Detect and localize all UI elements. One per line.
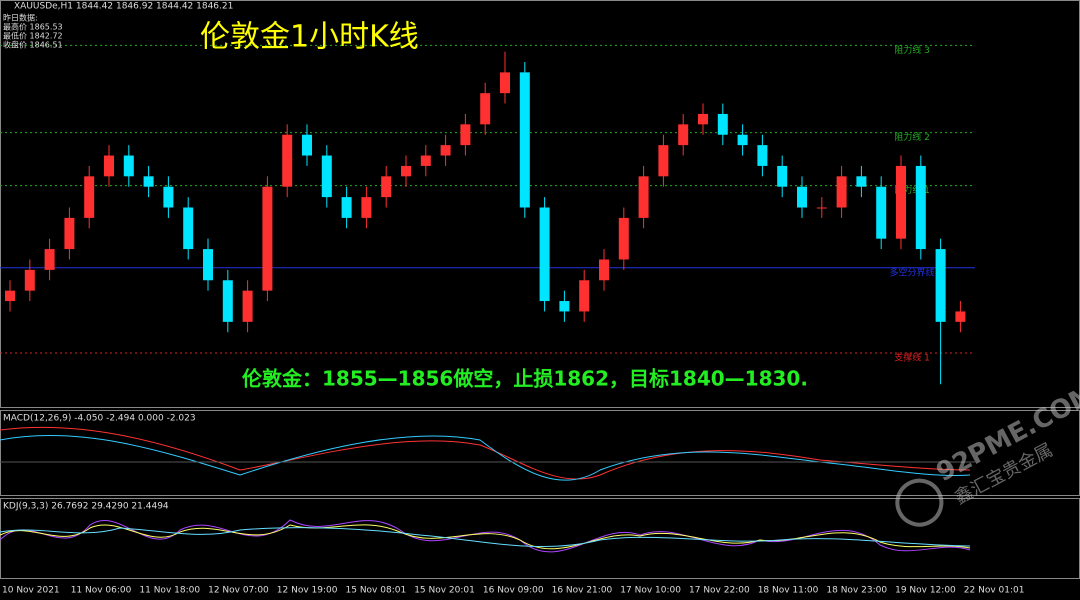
candle-body [460,124,471,146]
time-label: 22 Nov 01:01 [964,586,1025,596]
info: 收盘价 1846.51 [3,40,63,50]
info: 昨日数据: [3,13,38,23]
candle-body [500,72,510,94]
time-label: 17 Nov 22:00 [689,586,750,596]
candle-body [104,155,114,177]
candle-body [737,134,748,146]
time-label: 16 Nov 09:00 [483,586,544,596]
time-label: 11 Nov 06:00 [71,586,132,596]
candle-body [896,165,906,239]
time-label: 16 Nov 21:00 [552,586,613,596]
level-label: 阻力线 3 [894,44,930,56]
candle-body [856,176,867,187]
candle-body [618,217,629,260]
candle-body [876,186,887,239]
candle-body [24,269,35,291]
time-label: 18 Nov 23:00 [826,586,887,596]
candle-body [64,217,75,250]
candle-body [797,186,807,208]
time-axis: 10 Nov 2021 11 Nov 06:00 11 Nov 18:00 12 No… [2,586,1024,596]
level-label: 阻力线 2 [894,131,930,143]
symbol-header: XAUUSDe,H1 1844.42 1846.92 1844.42 1846.… [14,2,233,12]
level-label: 支撑线 1 [894,352,930,364]
candle-body [5,290,15,302]
candle-body [836,176,847,208]
candle-body [935,249,946,322]
time-label: 15 Nov 20:01 [414,586,475,596]
macd-signal [0,426,971,480]
kdj-label: KDJ(9,3,3) 26.7692 29.4290 21.4494 [3,502,169,512]
candle-body [401,165,411,177]
info: 最低价 1842.72 [3,31,63,41]
candle-body [816,207,827,209]
candle-body [222,280,233,322]
watermark-logo [895,478,944,527]
candle-body [361,197,372,218]
time-label: 12 Nov 19:00 [277,586,338,596]
candle-body [777,165,788,187]
macd-label: MACD(12,26,9) -4.050 -2.494 0.000 -2.023 [3,414,196,424]
candle-body [183,207,194,250]
time-label: 11 Nov 18:00 [139,586,200,596]
candle-body [955,311,966,322]
candle-body [678,124,689,146]
candle-body [123,155,134,177]
candle-body [143,176,154,187]
chart-title: 伦敦金1小时K线 [200,20,419,55]
candle-body [757,145,768,166]
time-label: 10 Nov 2021 [2,586,60,596]
kdj-d [0,527,971,547]
time-label: 17 Nov 10:00 [620,586,681,596]
candle-body [381,176,392,198]
candle-body [262,186,273,291]
time-label: 15 Nov 08:01 [346,586,407,596]
candle-body [559,301,570,312]
candle-body [480,93,491,125]
candle-body [440,145,451,156]
candle-body [44,249,55,270]
candle-body [599,259,609,281]
kdj-k [0,524,971,550]
candle-body [242,290,253,322]
candle-body [658,145,669,177]
candle-body [539,207,550,302]
candle-body [321,155,332,198]
candles [5,51,966,385]
candle-body [203,249,213,281]
info: 最高价 1865.53 [3,22,63,32]
candle-body [302,134,312,156]
time-label: 18 Nov 11:00 [758,586,819,596]
level-label: 多空分界线 [889,266,934,278]
candle-body [579,280,590,312]
strategy-text: 伦敦金：1855—1856做空，止损1862，目标1840—1830. [242,367,808,391]
candle-body [163,186,174,208]
time-label: 19 Nov 12:00 [895,586,956,596]
candle-body [420,155,431,166]
candle-body [915,165,926,250]
candle-body [698,113,708,125]
candle-body [84,176,95,218]
candle-body [519,72,530,208]
candle-body [717,113,728,135]
candle-body [638,176,649,218]
time-label: 12 Nov 07:00 [208,586,269,596]
candle-body [341,197,352,218]
candle-body [282,134,293,187]
